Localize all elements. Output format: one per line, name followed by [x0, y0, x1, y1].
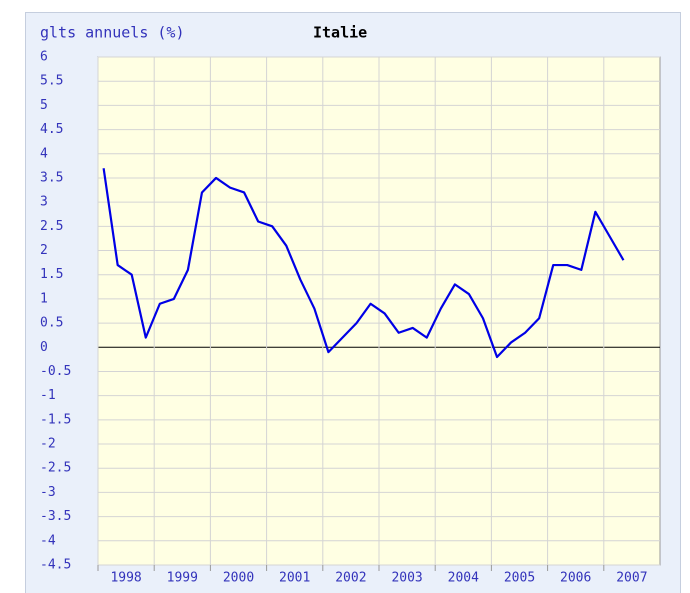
y-tick-label: 1.5	[40, 267, 63, 282]
y-tick-label: -4	[40, 533, 56, 548]
y-tick-label: 6	[40, 50, 48, 65]
x-tick-label: 1998	[110, 571, 141, 586]
data-line	[102, 168, 625, 359]
y-tick-label: 2	[40, 243, 48, 258]
y-tick-label: -1	[40, 388, 56, 403]
y-tick-label: 4.5	[40, 122, 63, 137]
y-tick-label: 5	[40, 98, 48, 113]
y-tick-label: 1	[40, 291, 48, 306]
chart-title: Italie	[313, 24, 367, 42]
x-tick-label: 2007	[616, 571, 647, 586]
y-tick-label: -1.5	[40, 412, 71, 427]
y-tick-label: -3	[40, 485, 56, 500]
x-tick-label: 2003	[391, 571, 422, 586]
y-tick-label: 0	[40, 340, 48, 355]
y-axis-label: glts annuels (%)	[40, 24, 185, 42]
y-tick-label: -4.5	[40, 558, 71, 573]
x-tick-label: 2001	[279, 571, 310, 586]
y-tick-label: -3.5	[40, 509, 71, 524]
y-tick-label: -2.5	[40, 461, 71, 476]
y-tick-label: 4	[40, 146, 48, 161]
x-tick-label: 2002	[335, 571, 366, 586]
x-tick-label: 1999	[167, 571, 198, 586]
y-tick-label: 2.5	[40, 219, 63, 234]
x-tick-label: 2000	[223, 571, 254, 586]
y-tick-label: -2	[40, 437, 56, 452]
y-tick-label: 3.5	[40, 170, 63, 185]
y-tick-label: 0.5	[40, 316, 63, 331]
y-tick-label: 5.5	[40, 74, 63, 89]
x-tick-label: 2004	[448, 571, 479, 586]
y-tick-label: 3	[40, 195, 48, 210]
x-tick-label: 2006	[560, 571, 591, 586]
y-tick-label: -0.5	[40, 364, 71, 379]
x-tick-label: 2005	[504, 571, 535, 586]
